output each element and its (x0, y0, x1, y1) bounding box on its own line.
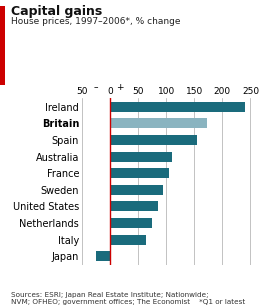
Bar (110, 135, 197, 145)
Text: +: + (116, 83, 124, 92)
Bar (110, 152, 172, 162)
Bar (110, 185, 163, 195)
Text: –: – (94, 83, 98, 92)
Bar (96, 251, 110, 261)
Bar (110, 201, 158, 211)
Text: Capital gains: Capital gains (11, 5, 102, 18)
Bar (110, 102, 245, 112)
Bar (110, 235, 147, 245)
Text: Sources: ESRI; Japan Real Estate Institute; Nationwide;
NVM; OFHEO; government o: Sources: ESRI; Japan Real Estate Institu… (11, 292, 245, 305)
Bar (110, 118, 207, 128)
Text: House prices, 1997–2006*, % change: House prices, 1997–2006*, % change (11, 17, 180, 26)
Bar (110, 218, 152, 228)
Bar (110, 168, 169, 178)
